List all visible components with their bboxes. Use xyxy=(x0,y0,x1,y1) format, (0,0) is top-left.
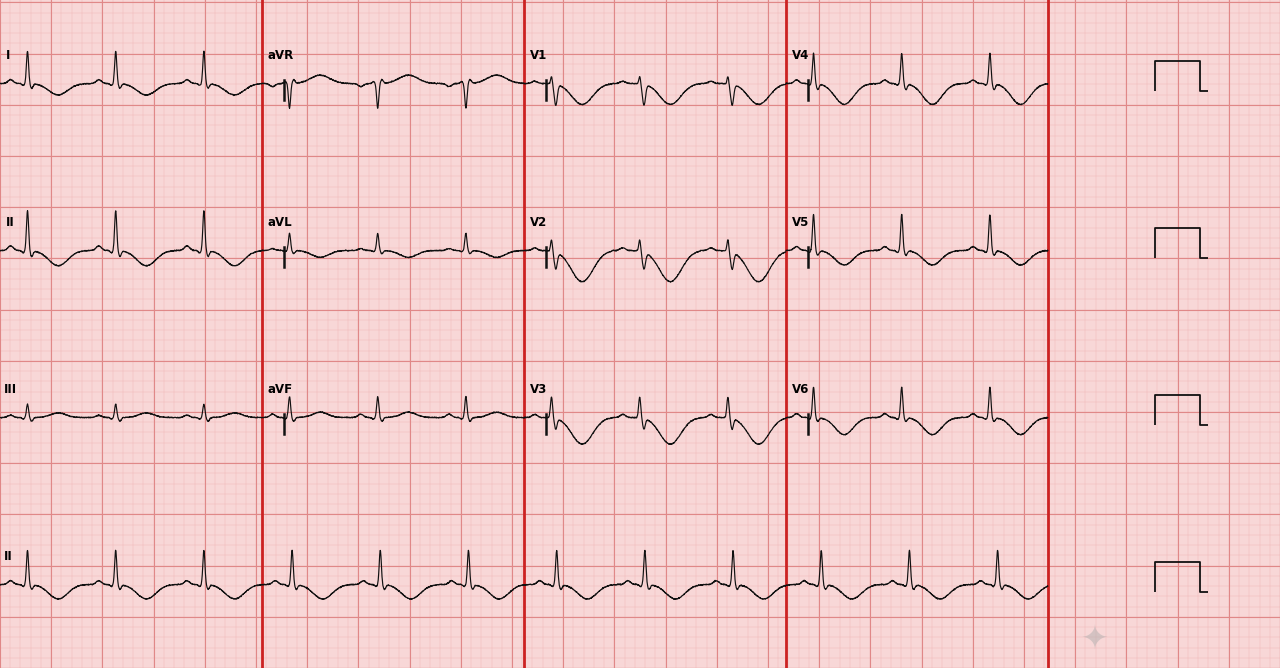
Text: II: II xyxy=(6,216,15,229)
Text: II: II xyxy=(4,550,13,563)
Text: V5: V5 xyxy=(792,216,809,229)
Text: V2: V2 xyxy=(530,216,548,229)
Text: V4: V4 xyxy=(792,49,809,62)
Text: aVR: aVR xyxy=(268,49,294,62)
Text: V6: V6 xyxy=(792,383,809,396)
Text: V1: V1 xyxy=(530,49,548,62)
Text: I: I xyxy=(6,49,10,62)
Text: III: III xyxy=(4,383,17,396)
Text: aVF: aVF xyxy=(268,383,293,396)
Text: aVL: aVL xyxy=(268,216,293,229)
Text: V3: V3 xyxy=(530,383,548,396)
Text: ✦: ✦ xyxy=(1082,623,1108,657)
